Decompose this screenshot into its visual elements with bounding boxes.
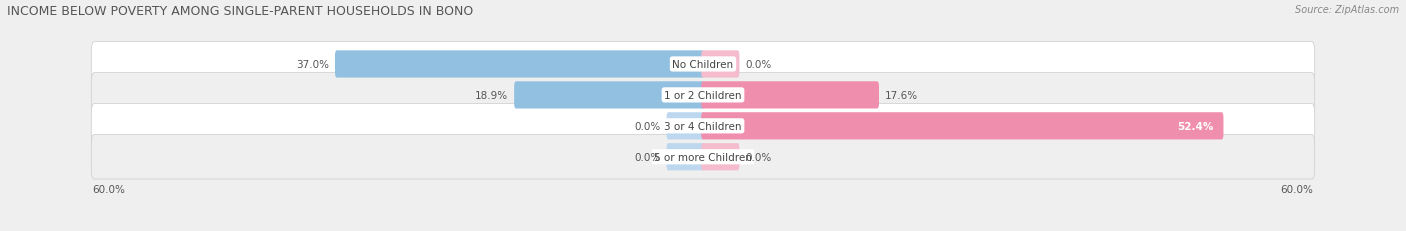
FancyBboxPatch shape (91, 104, 1315, 149)
Text: 5 or more Children: 5 or more Children (654, 152, 752, 162)
Text: 0.0%: 0.0% (745, 60, 772, 70)
Text: 0.0%: 0.0% (745, 152, 772, 162)
Text: 37.0%: 37.0% (295, 60, 329, 70)
FancyBboxPatch shape (91, 43, 1315, 87)
Text: 18.9%: 18.9% (475, 91, 508, 100)
FancyBboxPatch shape (666, 113, 704, 140)
Text: INCOME BELOW POVERTY AMONG SINGLE-PARENT HOUSEHOLDS IN BONO: INCOME BELOW POVERTY AMONG SINGLE-PARENT… (7, 5, 474, 18)
FancyBboxPatch shape (666, 143, 704, 171)
Text: 17.6%: 17.6% (886, 91, 918, 100)
Text: Source: ZipAtlas.com: Source: ZipAtlas.com (1295, 5, 1399, 15)
FancyBboxPatch shape (91, 73, 1315, 118)
Text: 3 or 4 Children: 3 or 4 Children (664, 121, 742, 131)
FancyBboxPatch shape (702, 51, 740, 78)
FancyBboxPatch shape (702, 143, 740, 171)
Text: No Children: No Children (672, 60, 734, 70)
Text: 52.4%: 52.4% (1177, 121, 1213, 131)
Text: 1 or 2 Children: 1 or 2 Children (664, 91, 742, 100)
FancyBboxPatch shape (515, 82, 704, 109)
FancyBboxPatch shape (335, 51, 704, 78)
FancyBboxPatch shape (702, 82, 879, 109)
Text: 0.0%: 0.0% (634, 121, 661, 131)
Text: 0.0%: 0.0% (634, 152, 661, 162)
Legend: Single Father, Single Mother: Single Father, Single Mother (610, 229, 796, 231)
FancyBboxPatch shape (702, 113, 1223, 140)
FancyBboxPatch shape (91, 135, 1315, 179)
